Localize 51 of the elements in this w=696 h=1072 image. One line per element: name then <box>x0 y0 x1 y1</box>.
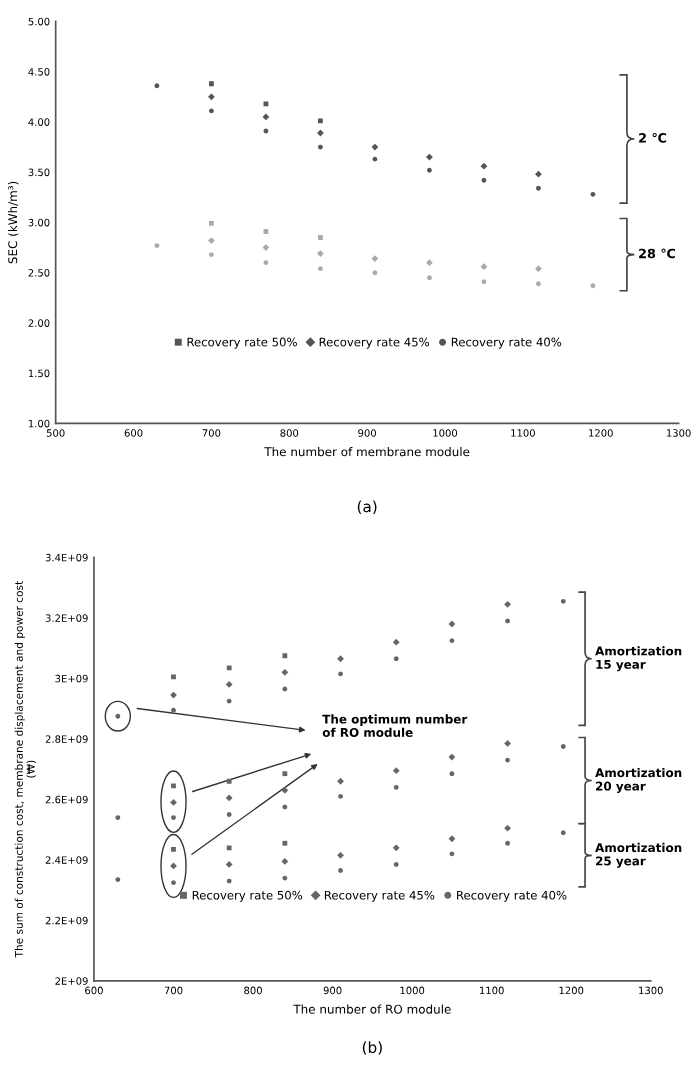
point <box>590 191 596 197</box>
point <box>535 265 542 273</box>
point <box>392 767 400 775</box>
point <box>560 830 566 836</box>
point <box>225 681 233 688</box>
point <box>590 283 596 289</box>
point <box>263 260 269 266</box>
point <box>226 665 232 671</box>
point <box>504 740 511 747</box>
point <box>337 851 344 859</box>
point <box>226 845 232 851</box>
point <box>337 655 344 663</box>
point <box>480 263 488 271</box>
point <box>426 259 433 267</box>
point <box>262 113 270 121</box>
point <box>449 771 455 777</box>
point <box>225 861 233 868</box>
point <box>208 93 215 101</box>
point <box>317 250 324 257</box>
point <box>480 162 488 170</box>
point <box>371 255 379 263</box>
point <box>535 170 542 178</box>
point <box>317 129 324 137</box>
point <box>504 600 511 608</box>
point <box>281 858 289 865</box>
point <box>371 143 379 151</box>
point <box>504 824 511 832</box>
point <box>154 83 160 89</box>
point <box>225 794 233 802</box>
point <box>393 784 399 790</box>
point <box>372 270 378 276</box>
point <box>448 620 456 628</box>
point <box>226 778 232 784</box>
point <box>208 237 215 244</box>
point <box>282 653 288 659</box>
point <box>282 771 288 777</box>
point <box>426 153 433 161</box>
point <box>282 840 288 846</box>
point <box>281 786 289 794</box>
point <box>392 638 400 646</box>
point <box>393 656 399 662</box>
point <box>481 279 487 285</box>
point <box>392 844 400 852</box>
point <box>448 835 456 843</box>
point <box>449 638 455 644</box>
point <box>560 598 566 604</box>
point <box>262 244 270 251</box>
point <box>281 668 289 676</box>
point <box>448 753 456 761</box>
point <box>481 177 487 183</box>
point <box>337 777 344 785</box>
